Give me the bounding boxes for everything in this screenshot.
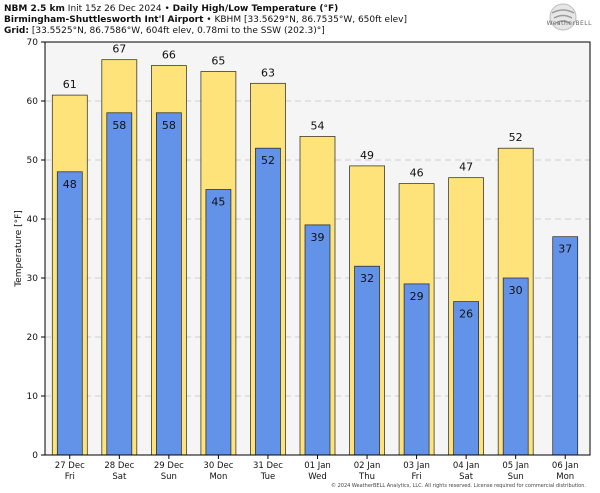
x-tick-label: 31 Dec (253, 461, 283, 471)
x-tick-label: Sun (161, 472, 177, 482)
init-time: Init 15z 26 Dec 2024 (67, 4, 162, 14)
weatherbell-logo (549, 3, 577, 31)
y-tick-label: 60 (27, 97, 39, 107)
x-tick-label: 28 Dec (104, 461, 134, 471)
x-tick-label: 06 Jan (552, 461, 579, 471)
high-value-label: 67 (112, 43, 126, 56)
x-tick-label: Sat (112, 472, 127, 482)
copyright-footer: © 2024 WeatherBELL Analytics, LLC. All r… (331, 483, 586, 489)
x-tick-label: 30 Dec (203, 461, 233, 471)
x-tick-label: Wed (308, 472, 327, 482)
x-tick-label: Sun (508, 472, 524, 482)
header-line-1: NBM 2.5 km Init 15z 26 Dec 2024 • Daily … (4, 4, 338, 15)
y-axis-label: Temperature [°F] (14, 210, 24, 288)
y-tick-label: 0 (32, 451, 38, 461)
low-bar (205, 189, 232, 456)
x-tick-label: Sat (459, 472, 474, 482)
low-value-label: 45 (211, 196, 225, 209)
x-tick-label: 05 Jan (502, 461, 529, 471)
x-tick-label: Mon (556, 472, 574, 482)
low-value-label: 58 (112, 119, 126, 132)
x-tick-label: Thu (358, 472, 375, 482)
low-value-label: 30 (509, 284, 523, 297)
low-bar (354, 265, 380, 456)
high-value-label: 46 (410, 167, 424, 180)
bullet-separator: • (206, 15, 212, 25)
low-value-label: 52 (261, 154, 275, 167)
high-value-label: 63 (261, 66, 275, 79)
high-value-label: 65 (211, 55, 225, 68)
x-tick-label: 27 Dec (55, 461, 85, 471)
low-bar (156, 112, 182, 456)
x-tick-label: 02 Jan (354, 461, 381, 471)
x-tick-label: 29 Dec (154, 461, 184, 471)
x-tick-label: Tue (260, 472, 276, 482)
low-value-label: 32 (360, 272, 374, 285)
x-tick-label: 01 Jan (304, 461, 331, 471)
low-bar (255, 147, 281, 456)
model-name: NBM 2.5 km (4, 4, 65, 14)
station-name: Birmingham-Shuttlesworth Int'l Airport (4, 15, 204, 25)
low-bar (552, 236, 579, 456)
grid-info: [33.5525°N, 86.7586°W, 604ft elev, 0.78m… (31, 26, 325, 36)
y-tick-label: 40 (27, 215, 39, 225)
header-line-2: Birmingham-Shuttlesworth Int'l Airport •… (4, 15, 407, 26)
low-bar (453, 301, 479, 456)
x-tick-label: 03 Jan (403, 461, 430, 471)
high-value-label: 47 (459, 161, 473, 174)
y-tick-label: 50 (27, 156, 39, 166)
bullet-separator: • (164, 4, 170, 14)
low-value-label: 26 (459, 308, 473, 321)
y-tick-label: 70 (27, 38, 39, 48)
y-tick-label: 20 (27, 333, 39, 343)
low-bar (502, 277, 529, 456)
low-bar (106, 112, 133, 456)
x-tick-label: 04 Jan (453, 461, 480, 471)
station-info: KBHM [33.5629°N, 86.7535°W, 650ft elev] (214, 15, 407, 25)
grid-label: Grid (4, 26, 26, 36)
low-bar (304, 224, 331, 456)
low-bar (403, 283, 430, 456)
low-value-label: 29 (410, 290, 424, 303)
low-value-label: 58 (162, 119, 176, 132)
x-tick-label: Fri (65, 472, 75, 482)
plot-border (44, 41, 591, 456)
high-value-label: 54 (311, 119, 325, 132)
low-value-label: 39 (311, 231, 325, 244)
low-value-label: 37 (558, 243, 572, 256)
x-tick-label: Mon (209, 472, 227, 482)
y-tick-label: 10 (27, 392, 39, 402)
high-value-label: 66 (162, 49, 176, 62)
x-tick-label: Fri (412, 472, 422, 482)
low-bar (56, 171, 83, 456)
weatherbell-logo-text: WeatherBELL (546, 20, 592, 27)
y-tick-label: 30 (27, 274, 39, 284)
header-line-3: Grid: [33.5525°N, 86.7586°W, 604ft elev,… (4, 26, 325, 36)
low-value-label: 48 (63, 178, 77, 191)
high-value-label: 61 (63, 78, 77, 91)
chart-title: Daily High/Low Temperature (°F) (172, 4, 339, 14)
high-value-label: 52 (509, 131, 523, 144)
high-value-label: 49 (360, 149, 374, 162)
